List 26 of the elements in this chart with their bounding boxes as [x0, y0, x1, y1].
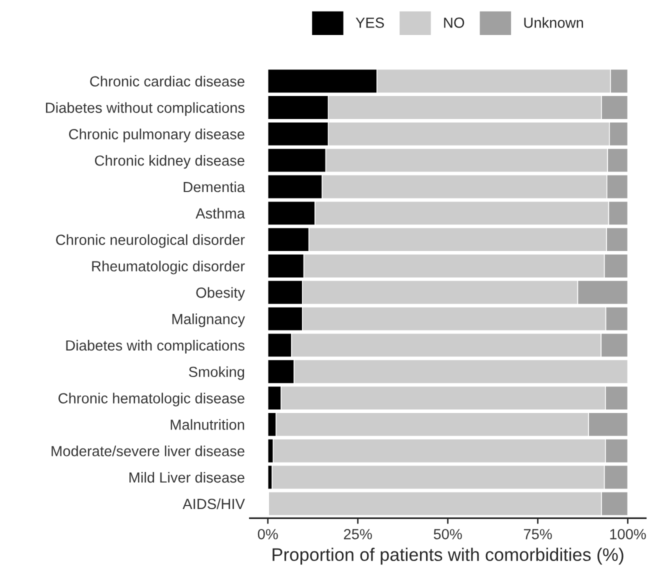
y-tick-label: Malignancy: [172, 314, 245, 328]
y-tick-label: Chronic pulmonary disease: [69, 128, 244, 142]
y-tick-label: Smoking: [188, 366, 244, 380]
y-tick-label: Chronic hematologic disease: [58, 392, 244, 406]
legend-label: YES: [356, 18, 384, 28]
legend-label: Unknown: [524, 17, 583, 28]
y-tick-label: Moderate/severe liver disease: [52, 446, 244, 456]
y-tick-label: Diabetes without complications: [46, 102, 244, 116]
y-tick-label: Asthma: [196, 208, 246, 219]
y-tick-label: AIDS/HIV: [182, 498, 245, 510]
x-tick-label: 0%: [258, 529, 278, 540]
y-tick-label: Chronic cardiac disease: [90, 76, 244, 87]
x-tick-label: 100%: [610, 529, 646, 540]
y-tick-label: Rheumatologic disorder: [92, 260, 245, 274]
x-tick-label: 75%: [524, 529, 552, 540]
legend-label: NO: [444, 18, 464, 28]
y-tick-label: Malnutrition: [170, 419, 244, 430]
y-tick-label: Obesity: [196, 287, 245, 301]
y-tick-label: Diabetes with complications: [66, 340, 244, 354]
y-tick-label: Chronic neurological disorder: [56, 234, 245, 248]
x-tick-label: 25%: [344, 529, 372, 540]
y-tick-label: Mild Liver disease: [129, 472, 244, 483]
y-tick-label: Dementia: [184, 181, 246, 192]
x-tick-label: 50%: [434, 529, 462, 540]
y-tick-label: Chronic kidney disease: [94, 155, 244, 169]
x-axis-title: Proportion of patients with comorbidities (%): [272, 548, 624, 565]
